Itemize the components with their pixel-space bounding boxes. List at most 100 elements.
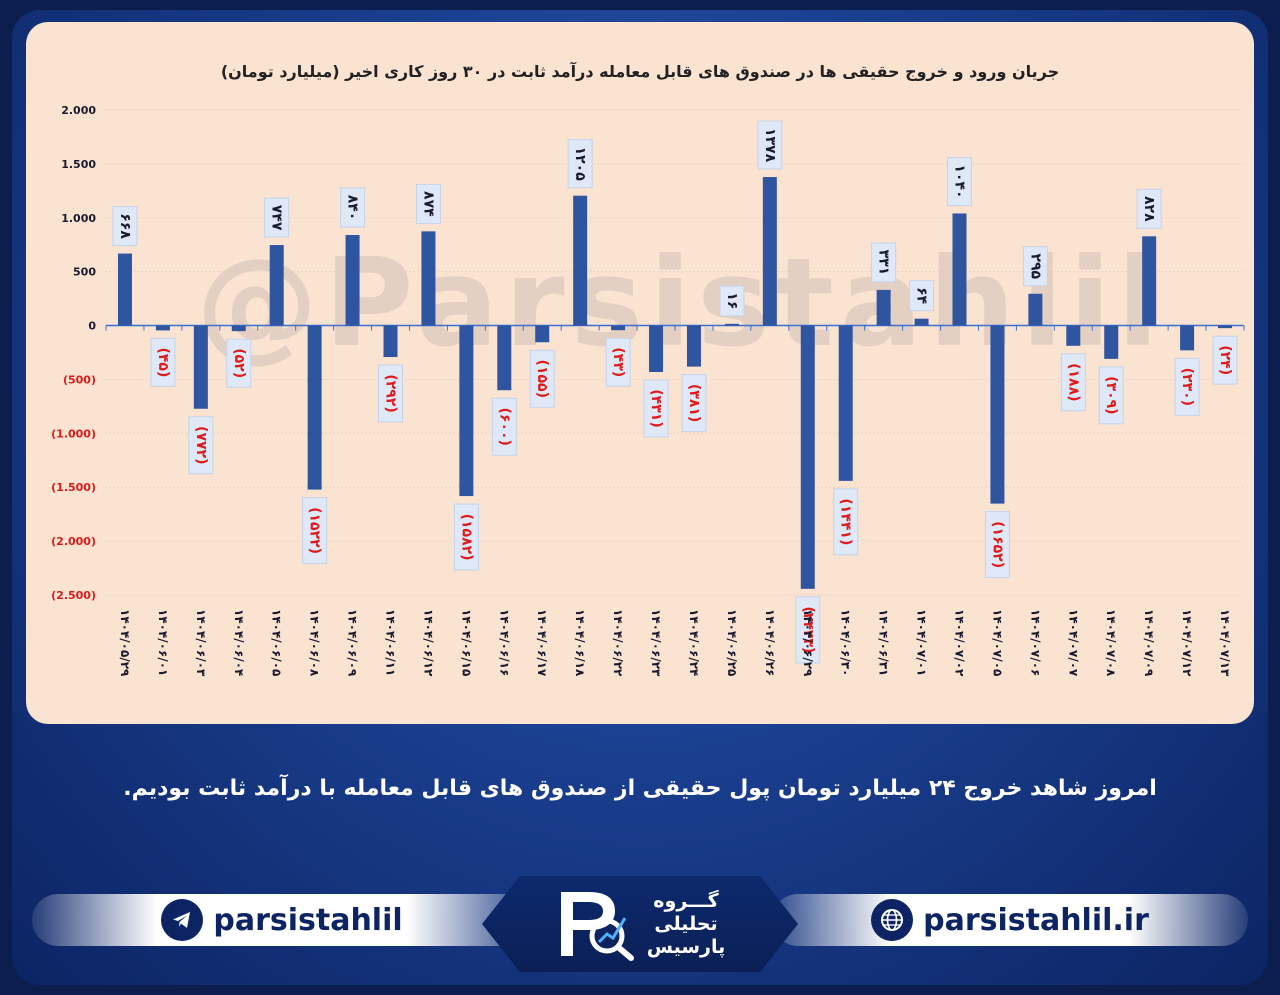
data-label-box xyxy=(378,364,403,423)
x-tick-label: ۱۴۰۴/۰۶/۲۵ xyxy=(725,609,739,676)
data-label: (۱۵۸۲) xyxy=(458,514,474,561)
bar xyxy=(307,325,322,490)
x-tick-label: ۱۴۰۴/۰۷/۰۱ xyxy=(915,609,929,676)
data-label: (۴۳۱) xyxy=(648,389,664,427)
x-tick-label: ۱۴۰۴/۰۶/۱۵ xyxy=(459,609,473,676)
bar xyxy=(345,235,360,326)
bar xyxy=(459,325,474,497)
caption-text: امروز شاهد خروج ۲۴ میلیارد تومان پول حقی… xyxy=(123,776,1157,801)
x-tick-label: ۱۴۰۴/۰۶/۰۵ xyxy=(270,609,284,676)
data-label-box xyxy=(719,285,745,317)
x-tick-label: ۱۴۰۴/۰۶/۲۳ xyxy=(649,609,663,677)
data-label-box xyxy=(643,379,669,438)
bar xyxy=(269,245,284,326)
telegram-pill[interactable]: parsistahlil xyxy=(32,894,532,946)
data-label: ۶۴ xyxy=(914,287,930,305)
data-label: (۳۸۱) xyxy=(686,384,702,422)
data-label-box xyxy=(340,187,366,228)
data-label-box xyxy=(1060,353,1086,412)
bar xyxy=(686,325,701,367)
logo: گـــروه تحلیلی پارسیس xyxy=(482,876,798,972)
data-label-box xyxy=(529,349,555,408)
x-tick-label: ۱۴۰۴/۰۶/۱۸ xyxy=(573,609,587,677)
x-tick-label: ۱۴۰۴/۰۶/۰۳ xyxy=(194,609,208,677)
bar xyxy=(1066,325,1081,346)
globe-icon xyxy=(871,899,914,941)
data-label: (۴۳) xyxy=(610,347,626,377)
bar xyxy=(1104,325,1119,359)
x-tick-label: ۱۴۰۴/۰۷/۰۶ xyxy=(1028,609,1042,676)
logo-line-2: تحلیلی xyxy=(654,912,718,935)
data-label-box xyxy=(984,511,1010,579)
bar xyxy=(1142,236,1157,326)
y-tick-label: 0 xyxy=(88,320,96,333)
x-tick-label: ۱۴۰۴/۰۷/۱۲ xyxy=(1180,609,1194,677)
data-label-box xyxy=(795,596,821,664)
data-label: ۸۴۰ xyxy=(345,195,361,221)
data-label-box xyxy=(567,139,593,189)
website-pill[interactable]: parsistahlil.ir xyxy=(772,894,1248,946)
bar xyxy=(421,231,436,326)
data-label: (۴۵) xyxy=(155,347,171,377)
website-url: parsistahlil.ir xyxy=(923,902,1149,938)
data-label: ۶۶۸ xyxy=(117,213,133,239)
bar-chart: 2.000 1.500 1.000 500 0 (500) (1.000) (1.500) (2… xyxy=(51,104,1245,677)
data-label: (۷۷۲) xyxy=(193,426,209,464)
x-tick-label: ۱۴۰۴/۰۶/۲۴ xyxy=(687,609,701,676)
bar xyxy=(231,325,246,332)
data-label: (۲۳۰) xyxy=(1179,368,1195,406)
chart-card: @Parsistahlil 2.000 1.500 1.000 500 0 (500) (1… xyxy=(26,22,1254,724)
y-tick-label: (2.000) xyxy=(51,535,96,548)
x-tick-label: ۱۴۰۴/۰۶/۳۰ xyxy=(839,609,853,676)
data-label-box xyxy=(681,374,707,433)
x-tick-label: ۱۴۰۴/۰۶/۰۹ xyxy=(346,609,360,677)
data-label: ۷۴۷ xyxy=(269,205,285,231)
logo-line-1: گـــروه xyxy=(653,889,719,912)
data-label-box xyxy=(909,280,935,312)
bar xyxy=(649,325,664,373)
x-tick-label: ۱۴۰۴/۰۷/۰۵ xyxy=(990,609,1004,676)
data-label: ۱۰۴۰ xyxy=(952,164,968,198)
data-label-box xyxy=(112,206,138,247)
bar xyxy=(1028,293,1043,326)
bar xyxy=(497,325,512,391)
x-tick-label: ۱۴۰۴/۰۷/۰۲ xyxy=(953,609,967,677)
data-label: (۲۴۴۳) xyxy=(800,606,816,653)
data-label: (۲۹۲) xyxy=(383,374,399,412)
data-label: (۵۲) xyxy=(231,348,247,378)
x-tick-label: ۱۴۰۴/۰۷/۰۸ xyxy=(1104,609,1118,677)
data-label-box xyxy=(1098,366,1124,425)
data-label-box xyxy=(833,488,859,556)
x-tick-label: ۱۴۰۴/۰۶/۱۱ xyxy=(384,609,398,676)
telegram-icon xyxy=(161,899,204,941)
bar xyxy=(1218,325,1233,329)
data-label-box xyxy=(871,242,897,283)
bar xyxy=(990,325,1005,504)
data-label: (۱۵۲۲) xyxy=(307,507,323,554)
data-label-box xyxy=(264,197,290,238)
data-label: (۱۵۵) xyxy=(534,360,550,398)
y-tick-label: (2.500) xyxy=(51,589,96,602)
data-label-box xyxy=(415,183,441,224)
bar xyxy=(762,177,777,326)
data-label: (۱۸۸) xyxy=(1065,363,1081,401)
bar xyxy=(724,323,739,326)
x-tick-label: ۱۴۰۴/۰۶/۲۲ xyxy=(611,609,625,677)
bar xyxy=(155,325,170,331)
bar xyxy=(876,289,891,326)
chart-title: جریان ورود و خروج حقیقی ها در صندوق های … xyxy=(220,62,1060,81)
data-label-box xyxy=(757,120,783,170)
bar xyxy=(1180,325,1195,351)
bar xyxy=(573,195,588,326)
y-tick-label: 1.500 xyxy=(61,158,96,171)
x-tick-label: ۱۴۰۴/۰۷/۰۷ xyxy=(1066,609,1080,677)
bar xyxy=(952,213,967,326)
data-label-box xyxy=(302,497,328,565)
y-tick-label: (1.000) xyxy=(51,427,96,440)
x-tick-label: ۱۴۰۴/۰۶/۲۹ xyxy=(801,609,815,677)
logo-mark-icon xyxy=(555,886,639,962)
x-tick-label: ۱۴۰۴/۰۷/۰۹ xyxy=(1142,609,1156,677)
y-tick-label: 500 xyxy=(73,266,96,279)
data-label-box xyxy=(226,338,252,388)
data-label: (۶۰۰) xyxy=(496,408,512,446)
